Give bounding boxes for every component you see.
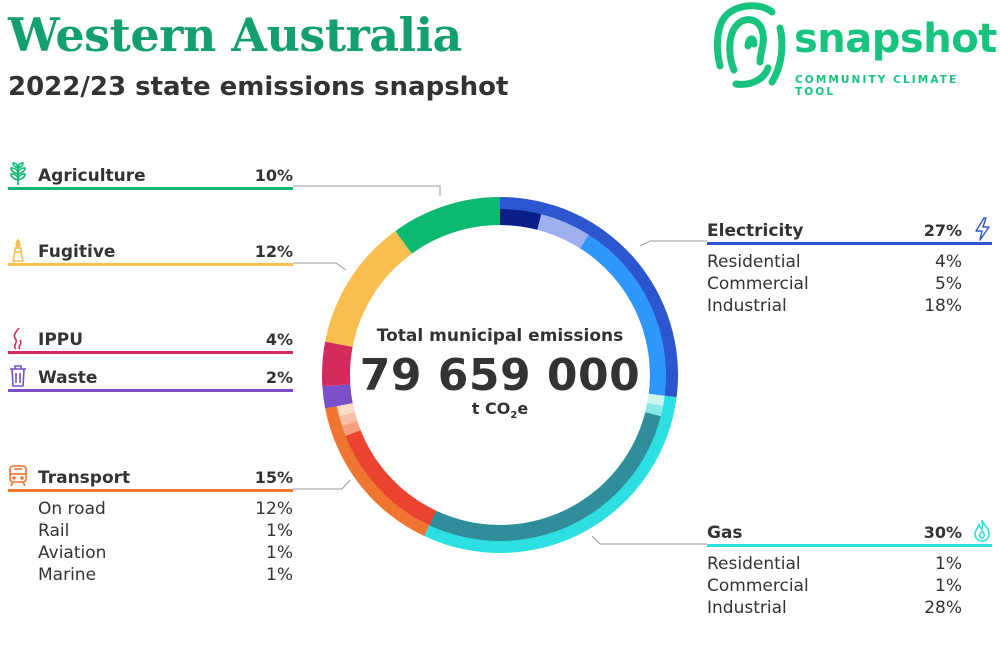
leader-line-fugitive [293, 262, 347, 271]
sector-label: Transport [38, 468, 131, 488]
donut-subslice-electricity-residential [500, 209, 542, 230]
sector-underline [8, 489, 293, 492]
sub-percent: 1% [935, 576, 962, 596]
electricity-sub-row: Commercial 5% [707, 274, 962, 296]
sector-percent: 2% [265, 368, 293, 387]
sub-label: Aviation [38, 543, 107, 563]
sub-label: Rail [38, 521, 70, 541]
train-icon [9, 465, 27, 487]
sub-label: Residential [707, 554, 801, 574]
donut-subslice-gas-industrial [429, 412, 661, 542]
sector-transport: Transport 15% [8, 465, 293, 494]
page-subtitle: 2022/23 state emissions snapshot [8, 72, 509, 102]
sector-percent: 10% [254, 166, 293, 185]
sector-underline [8, 187, 293, 190]
sector-label: Waste [38, 368, 98, 388]
sector-percent: 30% [923, 523, 962, 542]
leader-line-gas [591, 535, 707, 545]
sector-label: Electricity [707, 221, 804, 241]
transport-sub-row: Rail 1% [38, 521, 293, 543]
sector-percent: 15% [254, 468, 293, 487]
sub-label: Industrial [707, 598, 787, 618]
sector-gas: Gas 30% [707, 519, 992, 549]
gas-sub-row: Commercial 1% [707, 576, 962, 598]
total-emissions-panel: Total municipal emissions 79 659 000 t C… [330, 326, 670, 421]
sub-percent: 28% [924, 598, 962, 618]
leader-line-electricity [639, 240, 707, 247]
leader-line-transport [293, 479, 351, 490]
sector-ippu: IPPU 4% [8, 327, 293, 356]
sector-fugitive: Fugitive 12% [8, 238, 293, 268]
gas-sub-row: Residential 1% [707, 554, 962, 576]
sector-label: Agriculture [38, 166, 146, 186]
snapshot-logo: snapshot COMMUNITY CLIMATE TOOL [714, 0, 1000, 98]
sector-electricity: Electricity 27% [707, 217, 992, 247]
donut-subslice-electricity-commercial [537, 214, 589, 249]
sector-agriculture: Agriculture 10% [8, 162, 293, 192]
donut-slice-agriculture [395, 197, 500, 254]
electricity-sub-row: Industrial 18% [707, 296, 962, 318]
sector-underline [707, 544, 992, 547]
sector-underline [707, 242, 992, 245]
sub-label: On road [38, 499, 106, 519]
sector-label: Fugitive [38, 242, 116, 262]
sector-label: IPPU [38, 330, 84, 350]
gas-sub-row: Industrial 28% [707, 598, 962, 620]
donut-slice-ippu [322, 341, 353, 387]
donut-subslice-transport-on-road [345, 430, 437, 526]
lightning-icon [975, 217, 990, 241]
sub-percent: 1% [266, 521, 293, 541]
electricity-sub-row: Residential 4% [707, 252, 962, 274]
donut-subslice-electricity-industrial [580, 234, 666, 396]
total-label: Total municipal emissions [376, 326, 624, 346]
sub-percent: 1% [266, 543, 293, 563]
sub-label: Commercial [707, 576, 809, 596]
transport-sub-row: Aviation 1% [38, 543, 293, 565]
sub-percent: 12% [255, 499, 293, 519]
total-value: 79 659 000 [359, 350, 641, 401]
sector-label: Gas [707, 523, 743, 543]
donut-slice-fugitive [325, 230, 412, 347]
sub-label: Commercial [707, 274, 809, 294]
logo-tagline: COMMUNITY CLIMATE TOOL [795, 74, 959, 98]
donut-slice-waste [322, 384, 353, 409]
total-unit: t CO2e [471, 399, 529, 422]
sector-underline [8, 263, 293, 266]
bin-icon [10, 365, 26, 387]
donut-subslice-gas-commercial [645, 403, 664, 417]
transport-sub-row: Marine 1% [38, 565, 293, 587]
sector-underline [8, 351, 293, 354]
donut-subslice-gas-residential [647, 393, 665, 407]
sector-percent: 4% [265, 330, 293, 349]
sector-underline [8, 389, 293, 392]
sub-percent: 18% [924, 296, 962, 316]
donut-subslice-transport-aviation [339, 412, 358, 427]
plant-icon [10, 162, 26, 185]
donut-subslice-transport-marine [336, 403, 355, 417]
sub-percent: 5% [935, 274, 962, 294]
donut-subslice-transport-rail [342, 421, 361, 437]
sub-label: Industrial [707, 296, 787, 316]
sector-percent: 27% [923, 221, 962, 240]
smoke-icon [13, 327, 22, 350]
sub-percent: 4% [935, 252, 962, 272]
flame-icon [974, 519, 990, 542]
fingerprint-logo-icon [714, 2, 786, 88]
page-title: Western Australia [8, 8, 462, 62]
transport-sub-row: On road 12% [38, 499, 293, 521]
sector-percent: 12% [254, 242, 293, 261]
sub-label: Marine [38, 565, 97, 585]
sub-label: Residential [707, 252, 801, 272]
leader-line-agriculture [293, 185, 441, 196]
flare-icon [12, 238, 24, 262]
logo-wordmark: snapshot [794, 16, 997, 62]
sub-percent: 1% [935, 554, 962, 574]
sector-waste: Waste 2% [8, 365, 293, 394]
sub-percent: 1% [266, 565, 293, 585]
